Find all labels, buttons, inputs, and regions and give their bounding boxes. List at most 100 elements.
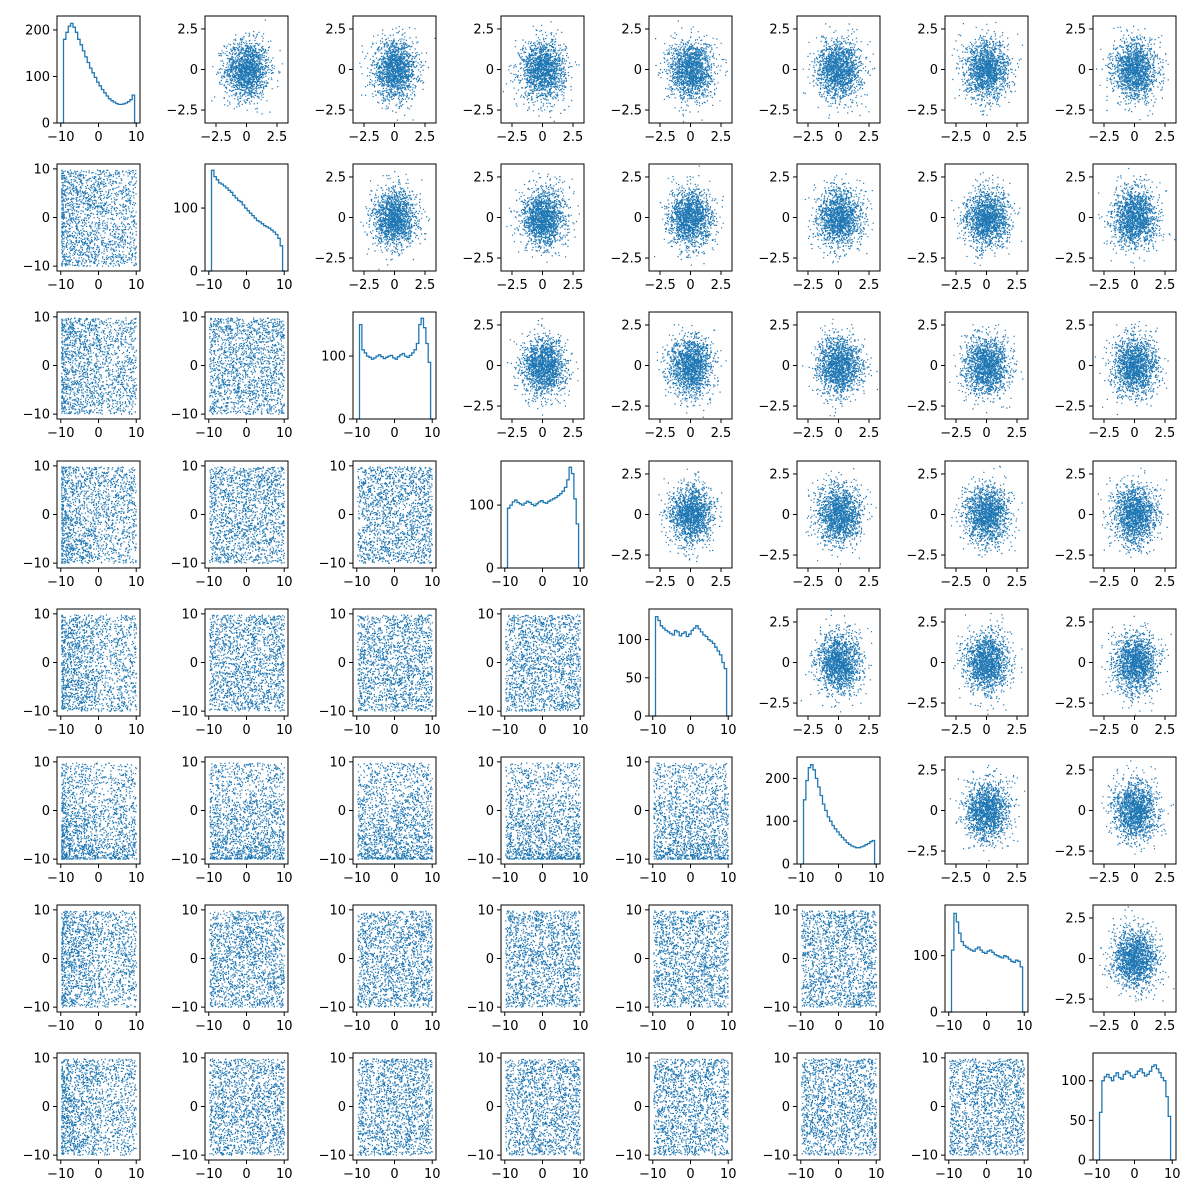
y-tick-label: 0	[634, 508, 642, 523]
y-tick-label: 0	[338, 1100, 346, 1115]
scatter-points	[801, 910, 877, 1008]
scatter-uniform-6-4: −10 0 10 −10 0 10	[615, 903, 737, 1034]
y-tick-label: 0	[338, 211, 346, 226]
y-tick-label: 10	[773, 903, 790, 918]
scatter-points	[949, 1058, 1025, 1156]
x-tick-label: 0	[834, 1019, 842, 1034]
scatter-points	[209, 317, 285, 415]
y-tick-label: 0	[486, 211, 494, 226]
x-tick-label: −10	[343, 575, 370, 590]
x-tick-label: 0	[686, 426, 694, 441]
y-tick-label: 2.5	[917, 615, 938, 630]
x-tick-label: −10	[787, 871, 814, 886]
x-tick-label: 10	[424, 1167, 441, 1182]
x-tick-label: −10	[47, 1019, 74, 1034]
y-tick-label: 0	[338, 656, 346, 671]
x-tick-label: −2.5	[940, 871, 972, 886]
x-tick-label: 10	[128, 871, 145, 886]
x-tick-label: 0	[1130, 278, 1138, 293]
y-tick-label: 100	[469, 499, 494, 514]
x-tick-label: 0	[94, 1019, 102, 1034]
y-tick-label: 0	[42, 952, 50, 967]
y-tick-label: 100	[173, 202, 198, 217]
y-tick-label: 10	[329, 755, 346, 770]
x-tick-label: 0	[686, 575, 694, 590]
y-tick-label: 0	[782, 858, 790, 873]
scatter-normal-0-5: −2.5 0 2.5 −2.5 0 2.5	[758, 15, 881, 145]
y-tick-label: −10	[467, 1149, 494, 1164]
y-tick-label: −2.5	[314, 104, 346, 119]
x-tick-label: 2.5	[563, 426, 584, 441]
x-tick-label: 10	[572, 575, 589, 590]
y-tick-label: 2.5	[917, 170, 938, 185]
scatter-points	[209, 614, 285, 712]
y-tick-label: −10	[467, 1001, 494, 1016]
y-tick-label: −10	[319, 853, 346, 868]
scatter-points	[505, 1058, 581, 1156]
y-tick-label: 2.5	[769, 170, 790, 185]
x-tick-label: 2.5	[415, 278, 436, 293]
x-tick-label: −2.5	[792, 130, 824, 145]
x-tick-label: −10	[639, 1167, 666, 1182]
x-tick-label: 0	[94, 130, 102, 145]
x-tick-label: 10	[572, 1019, 589, 1034]
x-tick-label: 2.5	[1007, 278, 1028, 293]
x-tick-label: 0	[94, 426, 102, 441]
y-tick-label: 0	[634, 1100, 642, 1115]
scatter-points	[655, 20, 728, 123]
x-tick-label: 10	[276, 278, 293, 293]
y-tick-label: −10	[467, 705, 494, 720]
scatter-normal-0-3: −2.5 0 2.5 −2.5 0 2.5	[462, 15, 585, 145]
y-tick-label: −10	[319, 1149, 346, 1164]
scatter-normal-3-7: −2.5 0 2.5 −2.5 0 2.5	[1054, 460, 1177, 590]
y-tick-label: 10	[33, 607, 50, 622]
x-tick-label: 0	[1130, 1167, 1138, 1182]
scatter-points	[1096, 25, 1169, 121]
y-tick-label: −2.5	[758, 400, 790, 415]
x-tick-label: 2.5	[711, 278, 732, 293]
y-tick-label: 0	[634, 211, 642, 226]
scatter-normal-0-4: −2.5 0 2.5 −2.5 0 2.5	[610, 15, 733, 145]
y-tick-label: 2.5	[917, 763, 938, 778]
x-tick-label: 0	[390, 1019, 398, 1034]
y-tick-label: −10	[23, 1149, 50, 1164]
y-tick-label: 0	[338, 952, 346, 967]
x-tick-label: 0	[1130, 723, 1138, 738]
y-tick-label: −10	[171, 557, 198, 572]
x-tick-label: −2.5	[1088, 1019, 1120, 1034]
y-tick-label: −10	[23, 853, 50, 868]
y-tick-label: −10	[23, 557, 50, 572]
y-tick-label: 100	[765, 815, 790, 830]
scatter-uniform-4-3: −10 0 10 −10 0 10	[467, 607, 589, 738]
y-tick-label: −2.5	[610, 252, 642, 267]
y-tick-label: 0	[1078, 508, 1086, 523]
scatter-points	[1101, 760, 1174, 855]
x-tick-label: 2.5	[563, 130, 584, 145]
x-tick-label: 0	[390, 575, 398, 590]
x-tick-label: 0	[538, 575, 546, 590]
scatter-points	[505, 762, 581, 860]
y-tick-label: 0	[1078, 1154, 1086, 1169]
y-tick-label: 2.5	[1065, 170, 1086, 185]
x-tick-label: 0	[686, 871, 694, 886]
x-tick-label: 10	[128, 1167, 145, 1182]
x-tick-label: 2.5	[1007, 426, 1028, 441]
scatter-normal-1-5: −2.5 0 2.5 −2.5 0 2.5	[758, 163, 881, 293]
x-tick-label: −2.5	[644, 426, 676, 441]
x-tick-label: −2.5	[1088, 575, 1120, 590]
y-tick-label: 10	[625, 755, 642, 770]
scatter-normal-2-6: −2.5 0 2.5 −2.5 0 2.5	[906, 311, 1029, 441]
x-tick-label: 0	[242, 723, 250, 738]
scatter-points	[653, 910, 729, 1008]
y-tick-label: 10	[477, 607, 494, 622]
x-tick-label: −2.5	[940, 575, 972, 590]
y-tick-label: 200	[765, 772, 790, 787]
scatter-points	[61, 466, 137, 564]
scatter-points	[951, 172, 1023, 266]
x-tick-label: −10	[195, 1167, 222, 1182]
y-tick-label: 0	[782, 508, 790, 523]
scatter-points	[61, 317, 138, 415]
y-tick-label: 10	[33, 162, 50, 177]
